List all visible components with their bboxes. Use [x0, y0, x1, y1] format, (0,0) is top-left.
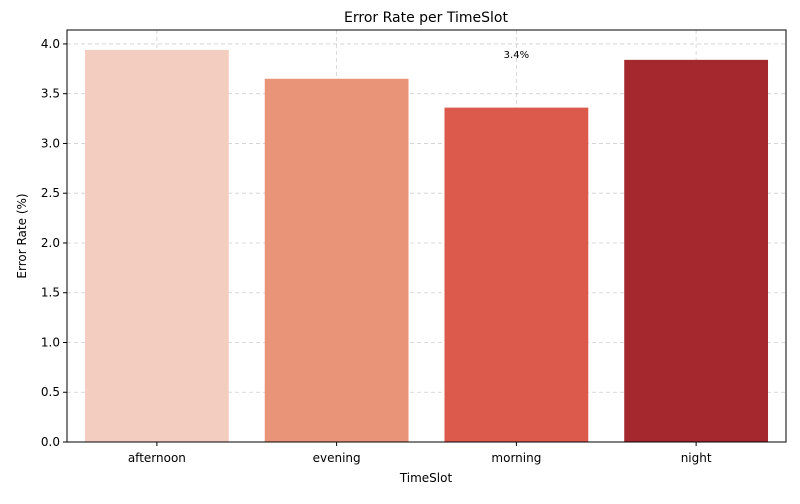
chart-title: Error Rate per TimeSlot: [344, 10, 508, 26]
y-tick-label: 2.5: [41, 186, 60, 200]
bar-layer: [84, 49, 769, 443]
x-tick-label: morning: [491, 451, 541, 465]
x-tick-label: afternoon: [128, 451, 186, 465]
bar-morning: [444, 107, 589, 442]
bar-night: [624, 59, 769, 442]
plot-frame: [66, 29, 787, 443]
x-axis-label: TimeSlot: [399, 471, 453, 485]
y-tick-label: 0.5: [41, 385, 60, 399]
y-tick-label: 2.0: [41, 236, 60, 250]
tick-layer: 0.0 0.5 1.0 1.5 2.0 2.5 3.0 3.5 4.0 afternoon even…: [41, 37, 712, 465]
y-tick-label: 1.5: [41, 286, 60, 300]
y-tick-label: 3.5: [41, 87, 60, 101]
bar-afternoon: [84, 49, 229, 442]
x-tick-label: night: [681, 451, 712, 465]
y-axis-label: Error Rate (%): [15, 193, 29, 278]
x-tick-label: evening: [313, 451, 361, 465]
y-tick-label: 4.0: [41, 37, 60, 51]
annotation-label: 3.4%: [504, 50, 529, 61]
bar-evening: [264, 78, 409, 443]
y-tick-label: 0.0: [41, 435, 60, 449]
y-tick-label: 3.0: [41, 136, 60, 150]
y-tick-label: 1.0: [41, 335, 60, 349]
